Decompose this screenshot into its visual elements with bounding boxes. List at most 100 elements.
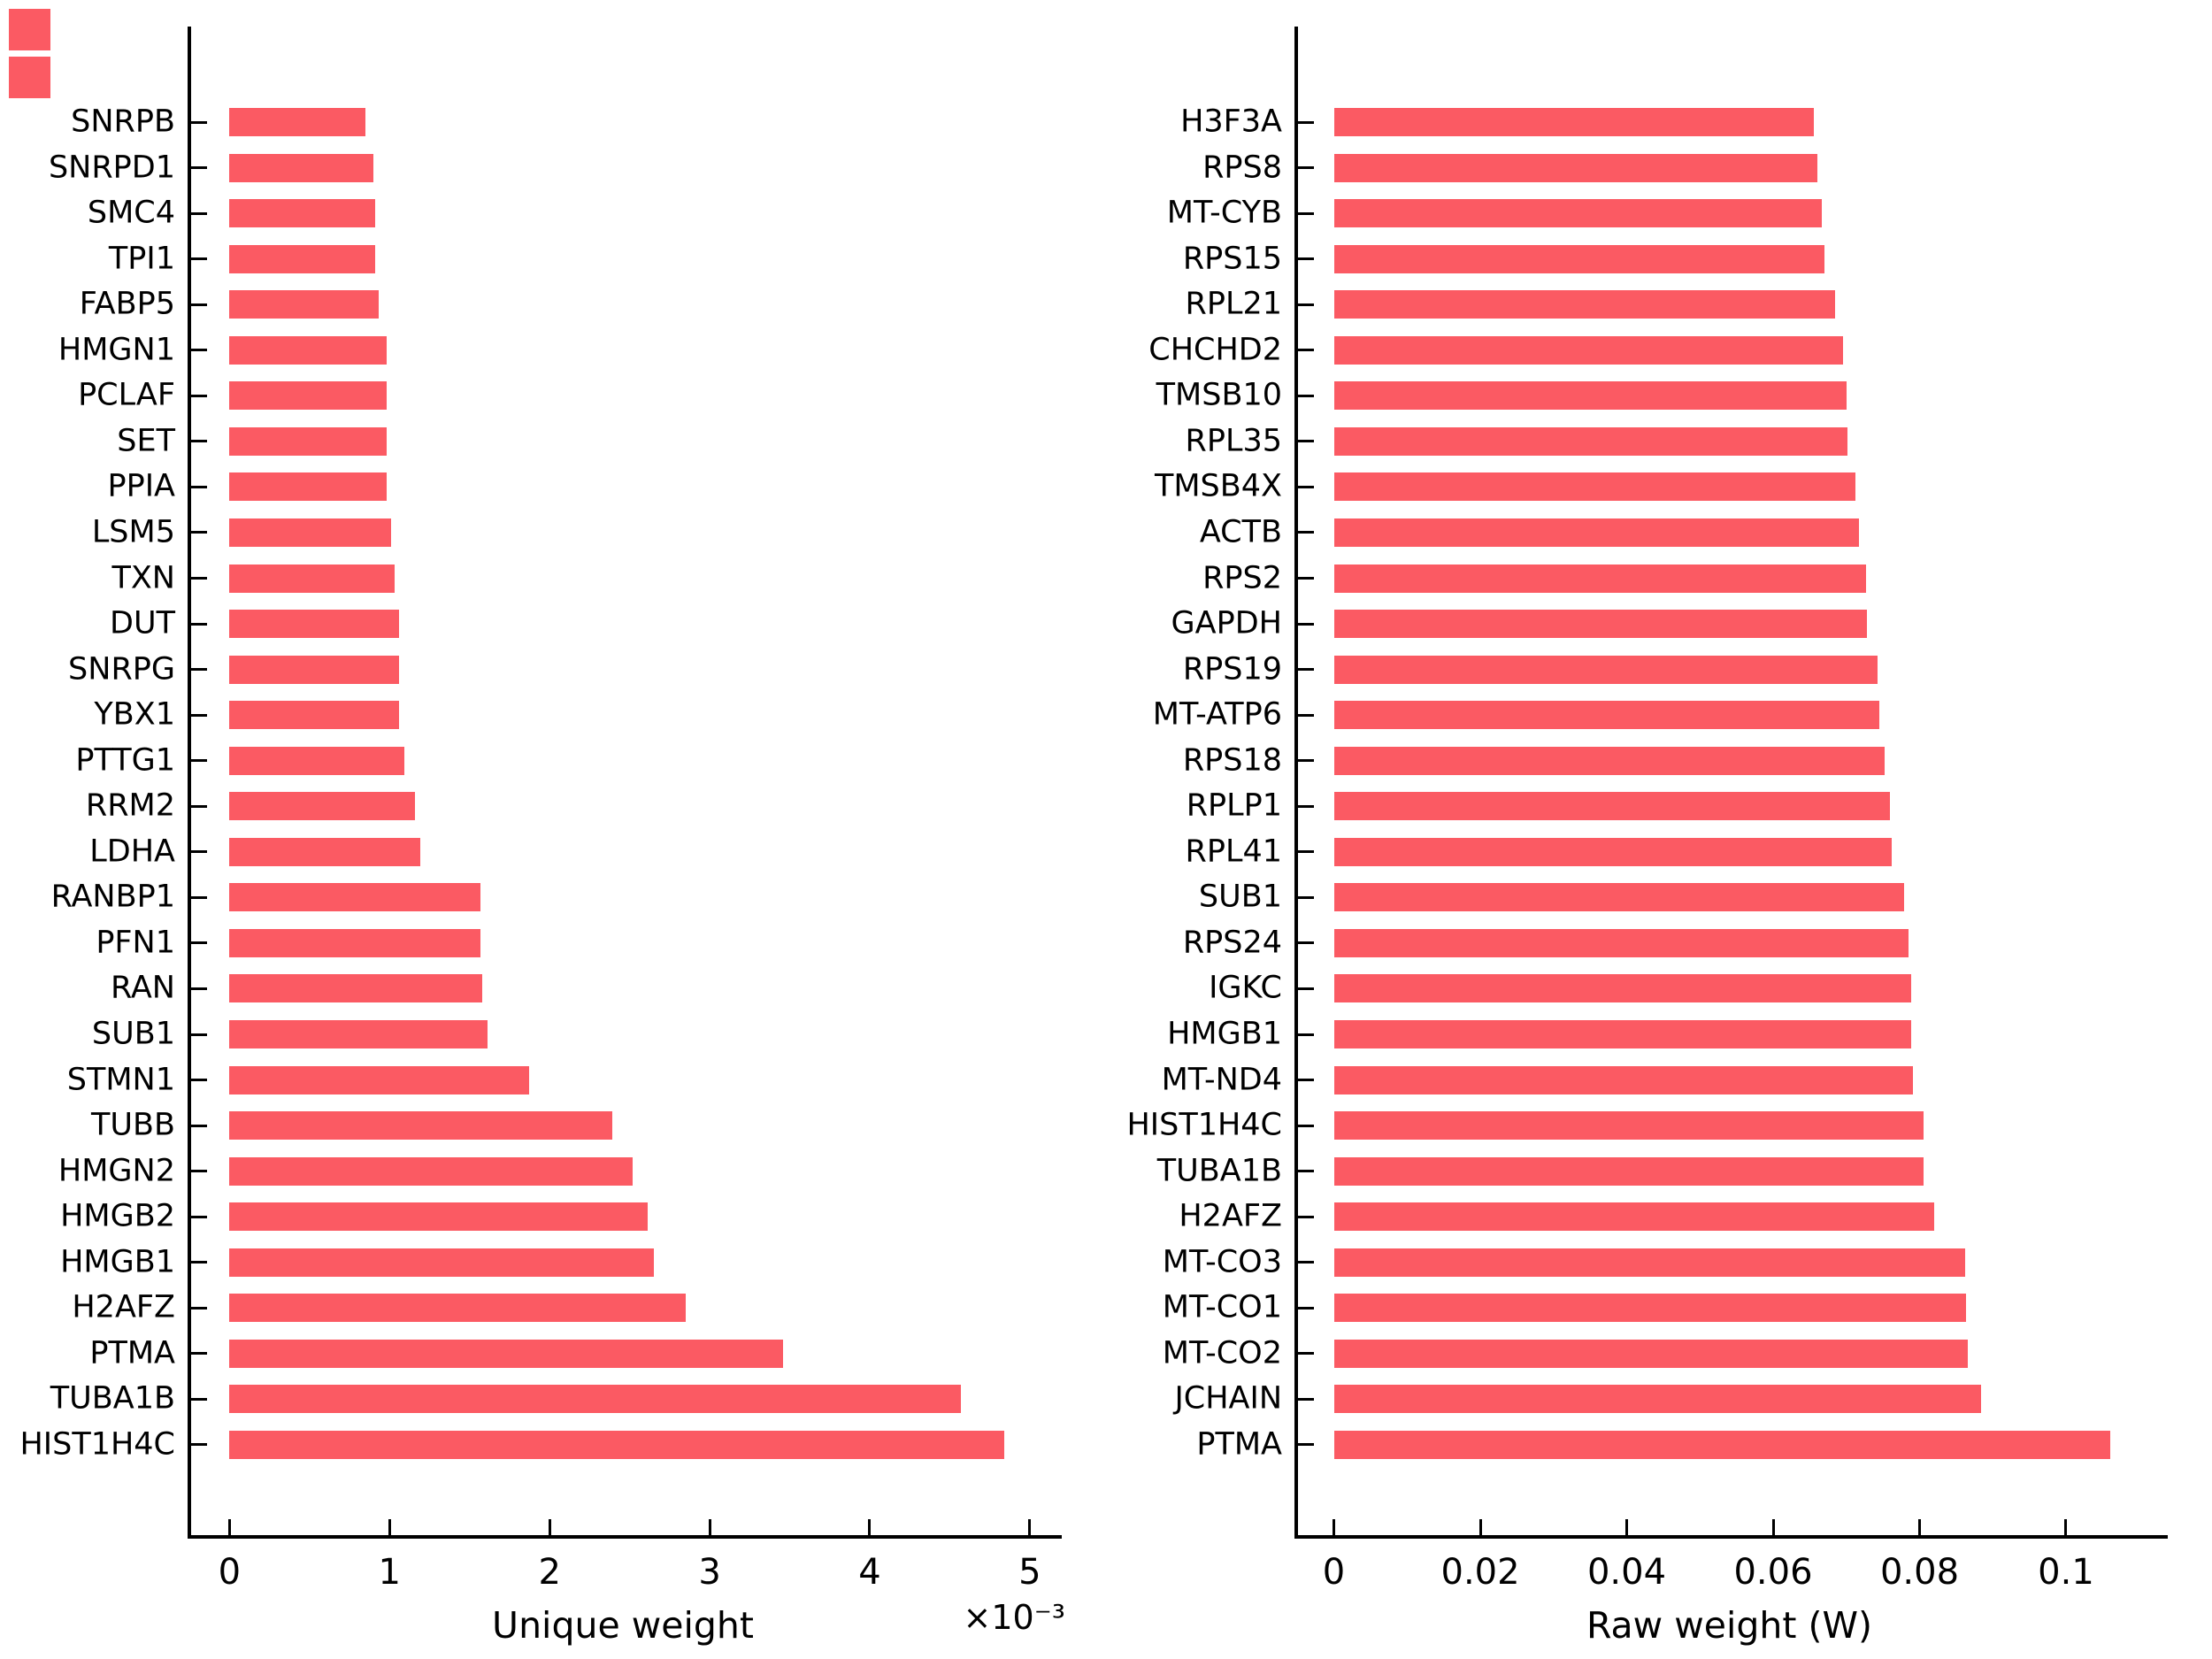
- x-tick-label: 0.04: [1586, 1552, 1667, 1593]
- bar: [1333, 1430, 2111, 1459]
- x-tick-label: 0.06: [1733, 1552, 1813, 1593]
- x-tick-label: 3: [698, 1552, 721, 1593]
- y-tick-mark: [1298, 987, 1314, 990]
- y-tick-label: TXN: [111, 560, 175, 595]
- x-tick-mark: [388, 1519, 391, 1535]
- y-tick-mark: [191, 166, 207, 170]
- y-tick-label: SET: [117, 423, 175, 459]
- bar: [229, 928, 481, 957]
- y-tick-label: SNRPB: [71, 104, 175, 140]
- y-tick-mark: [1298, 440, 1314, 443]
- bar: [1333, 1385, 1981, 1414]
- y-tick-label: ACTB: [1199, 514, 1282, 550]
- y-tick-label: PTMA: [1196, 1426, 1282, 1463]
- y-tick-label: SNRPG: [68, 651, 175, 687]
- bar: [229, 1111, 612, 1141]
- y-tick-mark: [1298, 1215, 1314, 1218]
- y-tick-label: H2AFZ: [1179, 1198, 1282, 1234]
- unique-weight-chart: SNRPB SNRPD1 SMC4 TPI1 FABP5 HMGN1 PCLAF SET PPI…: [19, 27, 1065, 1644]
- x-tick-mark: [1771, 1519, 1775, 1535]
- y-tick-mark: [1298, 713, 1314, 717]
- x-tick-label: 2: [538, 1552, 561, 1593]
- y-tick-label: PTMA: [89, 1335, 175, 1371]
- bar: [1333, 472, 1855, 502]
- y-tick-mark: [191, 1443, 207, 1447]
- y-tick-mark: [1298, 120, 1314, 124]
- y-tick-label: MT-ND4: [1161, 1062, 1282, 1098]
- y-tick-label: FABP5: [79, 286, 175, 322]
- y-tick-label: LDHA: [89, 833, 175, 870]
- y-tick-label: SUB1: [1198, 879, 1282, 915]
- bar: [1333, 1339, 1969, 1368]
- bar: [229, 746, 404, 775]
- y-tick-mark: [1298, 1079, 1314, 1082]
- y-tick-mark: [191, 713, 207, 717]
- bar: [1333, 610, 1867, 639]
- y-tick-label: TUBB: [90, 1107, 175, 1143]
- y-tick-mark: [191, 1079, 207, 1082]
- y-tick-mark: [191, 303, 207, 306]
- y-tick-mark: [1298, 941, 1314, 945]
- bar: [229, 837, 420, 866]
- bar: [1333, 290, 1835, 319]
- y-tick-mark: [1298, 349, 1314, 352]
- x-tick-mark: [1625, 1519, 1629, 1535]
- bar: [229, 108, 366, 136]
- x-tick-label: 0.02: [1440, 1552, 1520, 1593]
- y-tick-mark: [1298, 895, 1314, 899]
- y-tick-label: PFN1: [96, 925, 175, 961]
- y-tick-label: RPS19: [1182, 651, 1282, 687]
- y-tick-label: SUB1: [91, 1016, 175, 1052]
- y-tick-label: DUT: [110, 605, 175, 641]
- bar: [229, 1202, 648, 1232]
- y-tick-mark: [1298, 1033, 1314, 1036]
- y-tick-mark: [1298, 804, 1314, 808]
- y-tick-mark: [191, 668, 207, 672]
- bar: [229, 244, 375, 273]
- y-tick-label: HMGB1: [60, 1244, 175, 1280]
- y-tick-label: SMC4: [87, 195, 175, 231]
- y-tick-mark: [191, 622, 207, 626]
- x-tick-label: 1: [378, 1552, 402, 1593]
- y-tick-mark: [1298, 1397, 1314, 1401]
- y-tick-label: RRM2: [85, 787, 175, 824]
- y-tick-label: PPIA: [107, 468, 175, 504]
- y-tick-mark: [191, 1352, 207, 1356]
- y-tick-mark: [191, 759, 207, 763]
- bar: [229, 701, 400, 730]
- y-tick-mark: [191, 485, 207, 488]
- bar: [229, 335, 387, 365]
- bar: [229, 153, 374, 182]
- bar: [229, 1339, 784, 1368]
- y-tick-mark: [191, 1397, 207, 1401]
- x-tick-mark: [1333, 1519, 1336, 1535]
- y-tick-mark: [191, 1261, 207, 1264]
- y-tick-label: JCHAIN: [1174, 1380, 1282, 1417]
- y-tick-label: LSM5: [91, 514, 175, 550]
- y-tick-label: HMGB2: [60, 1198, 175, 1234]
- x-tick-mark: [227, 1519, 231, 1535]
- y-tick-label: HMGN2: [58, 1153, 175, 1189]
- y-tick-label: CHCHD2: [1148, 332, 1282, 368]
- y-tick-mark: [191, 440, 207, 443]
- y-tick-mark: [1298, 759, 1314, 763]
- x-tick-mark: [708, 1519, 711, 1535]
- bar: [1333, 335, 1843, 365]
- y-tick-mark: [191, 531, 207, 534]
- bar: [229, 290, 379, 319]
- y-tick-label: MT-CO3: [1162, 1244, 1282, 1280]
- bar: [229, 426, 387, 456]
- y-tick-mark: [191, 1215, 207, 1218]
- y-tick-label: RAN: [110, 970, 175, 1006]
- bar: [1333, 244, 1824, 273]
- color-swatch-2: [9, 57, 50, 98]
- bar: [229, 883, 481, 912]
- bar: [1333, 746, 1885, 775]
- y-tick-mark: [1298, 668, 1314, 672]
- plot-area: SNRPB SNRPD1 SMC4 TPI1 FABP5 HMGN1 PCLAF SET PPI…: [19, 27, 1062, 1590]
- y-tick-label: HMGB1: [1167, 1016, 1282, 1052]
- bar: [1333, 883, 1905, 912]
- x-tick-label: 0: [1322, 1552, 1346, 1593]
- y-tick-mark: [1298, 1261, 1314, 1264]
- bar: [1333, 792, 1891, 821]
